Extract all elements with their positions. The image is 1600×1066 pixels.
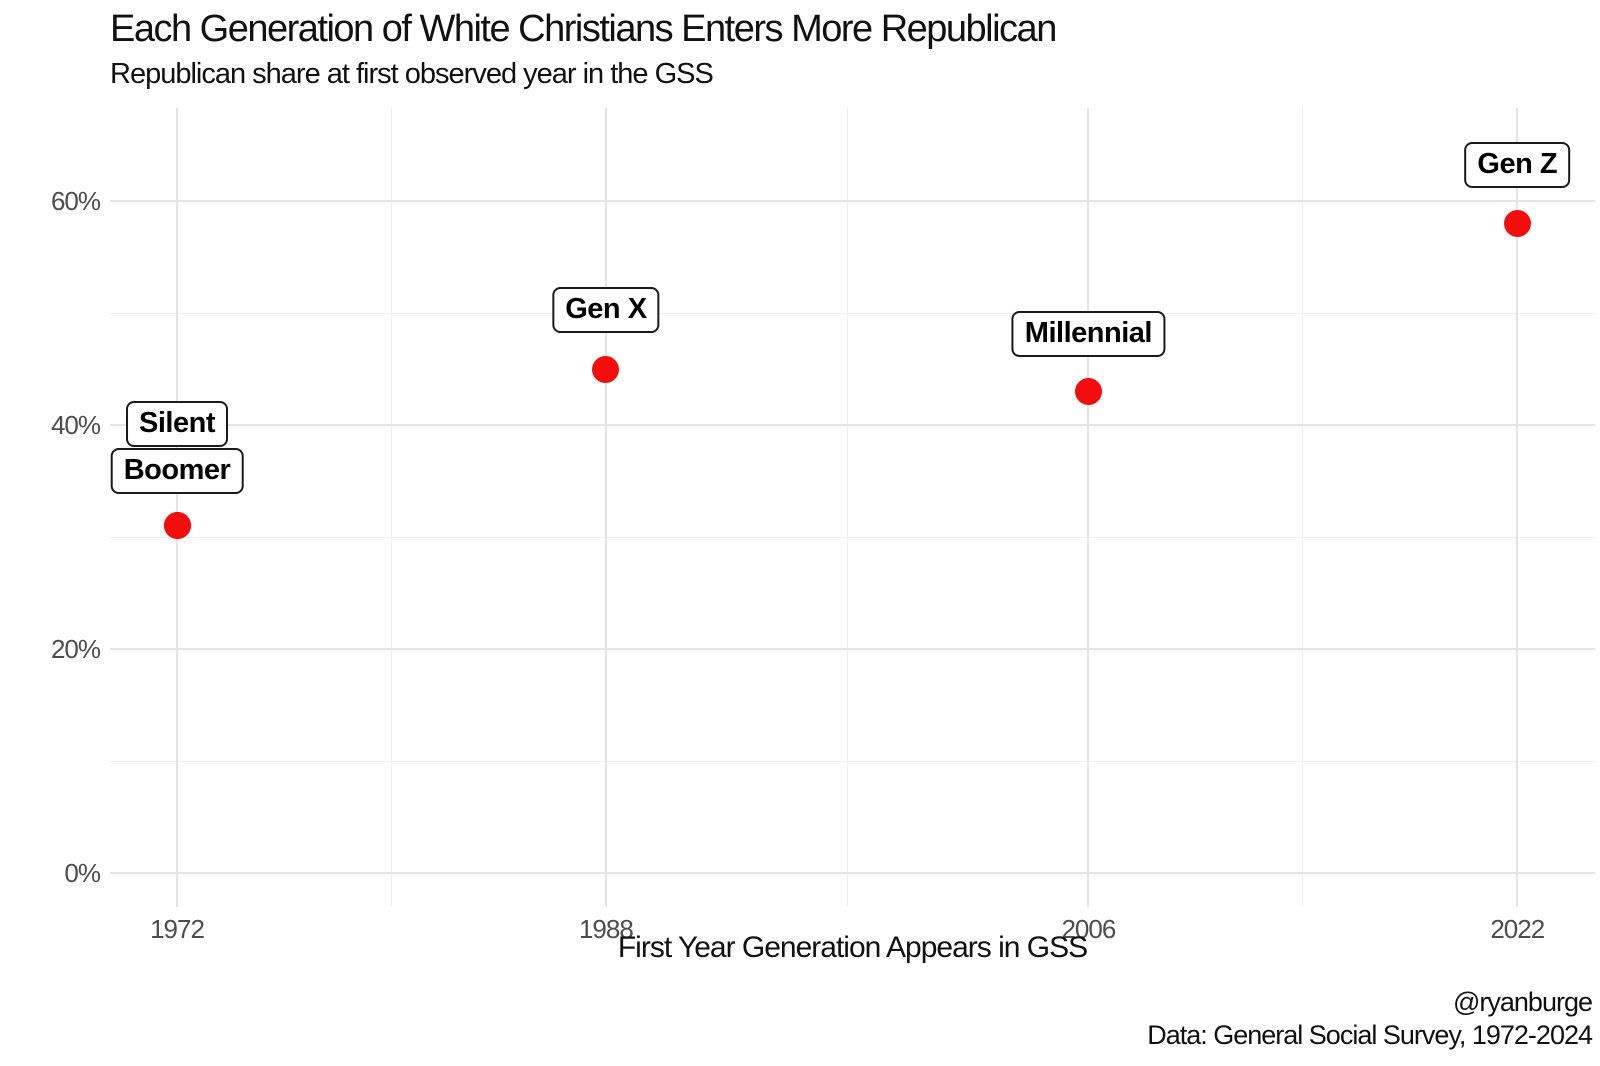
x-axis-title: First Year Generation Appears in GSS [617,931,1088,964]
chart-subtitle: Republican share at first observed year … [110,58,714,90]
x-axis-tick-label: 1988 [578,914,634,944]
y-axis-tick-label: 40% [50,410,101,441]
gridline-vertical-major [1516,108,1519,907]
caption-data-source: Data: General Social Survey, 1972-2024 [1147,1020,1593,1050]
chart-title: Each Generation of White Christians Ente… [110,8,1057,50]
gridline-vertical-minor [390,108,392,907]
data-point [1074,378,1102,406]
generation-label: Gen X [552,287,660,334]
generation-label: Gen Z [1464,142,1571,189]
gridline-vertical-major [604,108,607,907]
data-point [592,355,620,383]
generation-label: Silent [126,400,228,447]
gridline-horizontal-major [110,424,1595,427]
gridline-vertical-major [1087,108,1090,907]
y-axis-tick-label: 0% [64,858,101,889]
gridline-vertical-minor [1302,108,1304,907]
caption-author-handle: @ryanburge [1453,987,1593,1017]
gridline-horizontal-major [110,648,1595,651]
gridline-horizontal-minor [110,760,1595,762]
x-axis-tick-label: 2022 [1490,914,1545,944]
x-axis-tick-label: 1972 [150,914,205,944]
gridline-horizontal-minor [110,536,1595,538]
gridline-horizontal-minor [110,312,1595,314]
gridline-horizontal-major [110,872,1595,875]
generation-label: Boomer [110,447,244,494]
gridline-vertical-minor [846,108,848,907]
y-axis-tick-label: 20% [50,634,101,665]
chart-caption: @ryanburge Data: General Social Survey, … [1147,986,1593,1052]
gridline-horizontal-major [110,200,1595,202]
data-point [163,512,191,540]
gridline-vertical-major [176,108,178,907]
generation-label: Millennial [1011,310,1165,357]
y-axis-tick-label: 60% [50,186,101,216]
data-point [1503,209,1531,237]
x-axis-tick-label: 2006 [1061,914,1116,944]
